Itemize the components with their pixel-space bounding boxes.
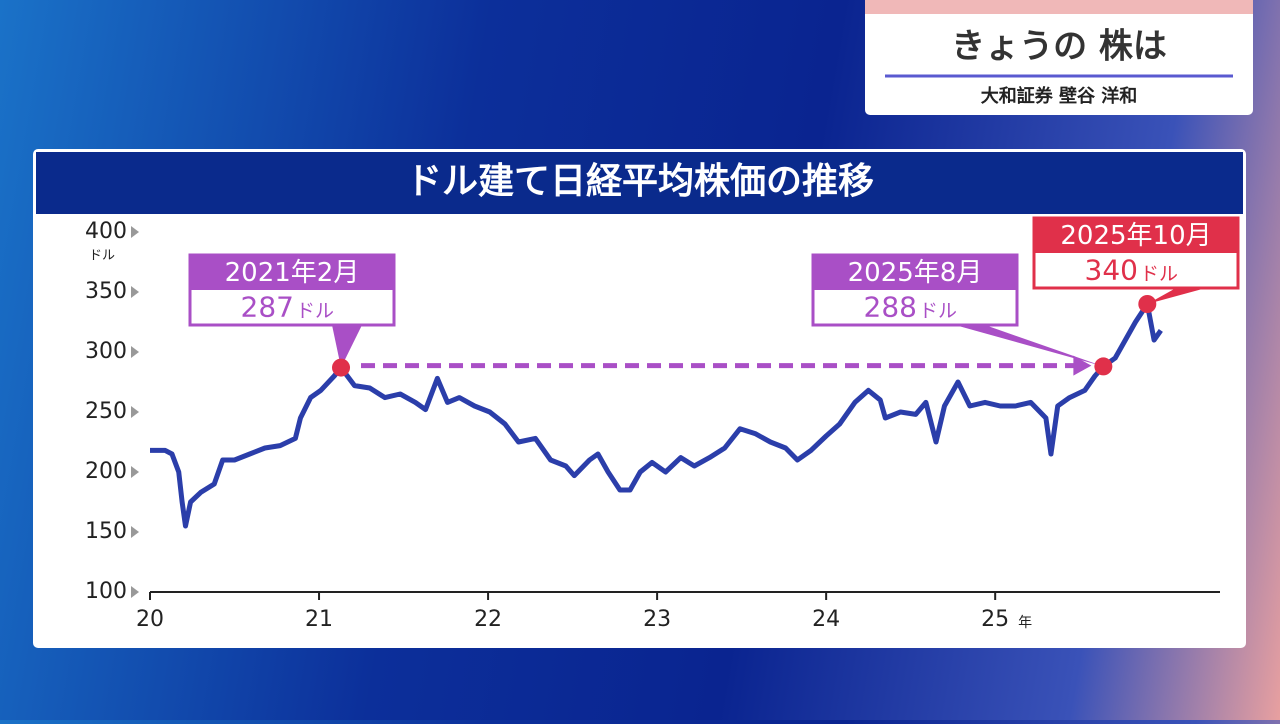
header-band xyxy=(865,0,1253,14)
header-panel xyxy=(865,0,1253,115)
x-unit: 年 xyxy=(1018,615,1032,631)
callout-date: 2025年8月 xyxy=(848,258,983,288)
callout-date: 2025年10月 xyxy=(1060,221,1211,251)
x-tick-label: 24 xyxy=(812,607,840,632)
line xyxy=(150,301,1163,529)
title-bar xyxy=(36,152,1243,214)
y-tick xyxy=(131,406,139,418)
callout-unit: ドル xyxy=(296,300,334,322)
callout-pointer xyxy=(332,325,362,368)
callout-pointer xyxy=(955,325,1104,367)
y-tick-label: 350 xyxy=(85,279,127,304)
highlight-point xyxy=(332,358,351,377)
y-tick-label: 300 xyxy=(85,339,127,364)
y-tick xyxy=(131,586,139,598)
chart-title: ドル建て日経平均株価の推移 xyxy=(406,161,874,202)
callout-head xyxy=(813,255,1017,290)
callout-head xyxy=(190,255,394,290)
callout-value: 287 xyxy=(241,291,294,324)
header-title: きょうの 株は xyxy=(951,27,1167,67)
y-tick xyxy=(131,286,139,298)
callout-unit: ドル xyxy=(919,300,957,322)
y-unit: ドル xyxy=(89,249,115,264)
x-tick-label: 20 xyxy=(136,607,164,632)
y-tick-label: 100 xyxy=(85,579,127,604)
y-tick xyxy=(131,346,139,358)
y-tick xyxy=(131,226,139,238)
callout-unit: ドル xyxy=(1140,263,1178,285)
callout-value: 340 xyxy=(1085,254,1138,287)
y-tick-label: 150 xyxy=(85,519,127,544)
y-tick xyxy=(131,526,139,538)
x-tick-label: 22 xyxy=(474,607,502,632)
highlight-point xyxy=(1138,295,1157,313)
arrow-head xyxy=(1073,355,1092,376)
y-tick xyxy=(131,466,139,478)
callout-pointer xyxy=(1147,288,1206,304)
callout-head xyxy=(1034,218,1238,253)
x-tick-label: 21 xyxy=(305,607,333,632)
highlight-point xyxy=(1094,357,1113,376)
x-tick-label: 23 xyxy=(643,607,671,632)
y-tick-label: 400 xyxy=(85,219,127,244)
plot: 100 150 200 250 300 350 400 ドル 20 21 22 23 24 25 年 2021… xyxy=(85,216,1240,632)
callout-value: 288 xyxy=(864,291,917,324)
callout-date: 2021年2月 xyxy=(225,258,360,288)
x-tick-label: 25 xyxy=(981,607,1009,632)
y-tick-label: 250 xyxy=(85,399,127,424)
y-tick-label: 200 xyxy=(85,459,127,484)
header-subtitle: 大和証券 壁谷 洋和 xyxy=(981,85,1138,107)
